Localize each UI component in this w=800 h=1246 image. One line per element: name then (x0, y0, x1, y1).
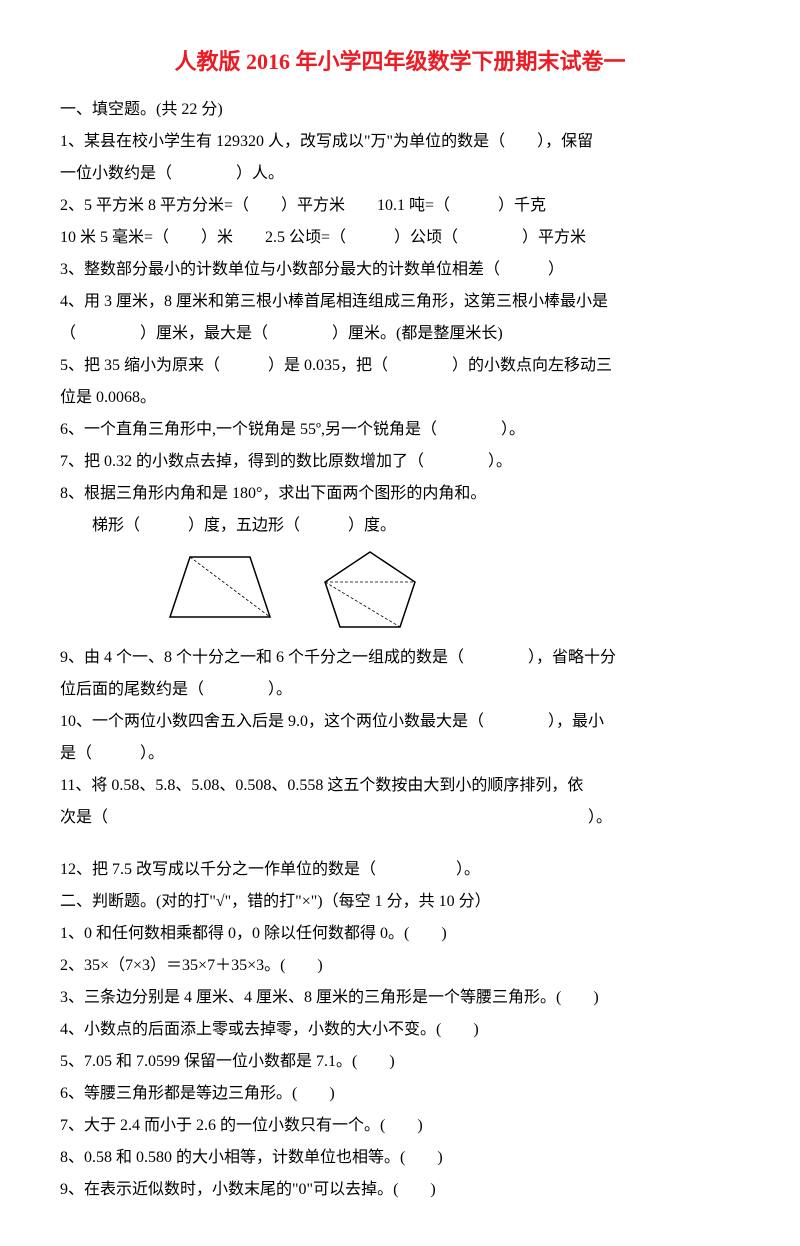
question-5-line1: 5、把 35 缩小为原来（ ）是 0.035，把（ ）的小数点向左移动三 (60, 350, 740, 382)
question-6: 6、一个直角三角形中,一个锐角是 55º,另一个锐角是（ ）。 (60, 414, 740, 446)
question-9-line2: 位后面的尾数约是（ ）。 (60, 674, 740, 706)
judge-2: 2、35×（7×3）＝35×7＋35×3。( ) (60, 950, 740, 982)
question-5-line2: 位是 0.0068。 (60, 382, 740, 414)
question-8-line2: 梯形（ ）度，五边形（ ）度。 (60, 510, 740, 542)
question-2-line1: 2、5 平方米 8 平方分米=（ ）平方米 10.1 吨=（ ）千克 (60, 190, 740, 222)
spacer (60, 834, 740, 854)
question-4-line2: （ ）厘米，最大是（ ）厘米。(都是整厘米长) (60, 318, 740, 350)
judge-7: 7、大于 2.4 而小于 2.6 的一位小数只有一个。( ) (60, 1110, 740, 1142)
judge-9: 9、在表示近似数时，小数末尾的"0"可以去掉。( ) (60, 1174, 740, 1206)
question-1-line1: 1、某县在校小学生有 129320 人，改写成以"万"为单位的数是（ ），保留 (60, 126, 740, 158)
question-2-line2: 10 米 5 毫米=（ ）米 2.5 公顷=（ ）公顷（ ）平方米 (60, 222, 740, 254)
question-1-line2: 一位小数约是（ ）人。 (60, 158, 740, 190)
judge-3: 3、三条边分别是 4 厘米、4 厘米、8 厘米的三角形是一个等腰三角形。( ) (60, 982, 740, 1014)
shapes-container (160, 547, 740, 637)
question-10-line2: 是（ ）。 (60, 738, 740, 770)
question-11-line2: 次是（ ）。 (60, 802, 740, 834)
trapezoid-shape (160, 547, 280, 627)
pentagon-shape (320, 547, 420, 637)
question-3: 3、整数部分最小的计数单位与小数部分最大的计数单位相差（ ） (60, 254, 740, 286)
judge-1: 1、0 和任何数相乘都得 0，0 除以任何数都得 0。( ) (60, 918, 740, 950)
page-title: 人教版 2016 年小学四年级数学下册期末试卷一 (60, 40, 740, 84)
question-8-line1: 8、根据三角形内角和是 180°，求出下面两个图形的内角和。 (60, 478, 740, 510)
question-10-line1: 10、一个两位小数四舍五入后是 9.0，这个两位小数最大是（ ），最小 (60, 706, 740, 738)
judge-8: 8、0.58 和 0.580 的大小相等，计数单位也相等。( ) (60, 1142, 740, 1174)
document-page: 人教版 2016 年小学四年级数学下册期末试卷一 一、填空题。(共 22 分) … (0, 0, 800, 1246)
judge-4: 4、小数点的后面添上零或去掉零，小数的大小不变。( ) (60, 1014, 740, 1046)
section-2-header: 二、判断题。(对的打"√"，错的打"×")（每空 1 分，共 10 分） (60, 886, 740, 918)
judge-6: 6、等腰三角形都是等边三角形。( ) (60, 1078, 740, 1110)
question-12: 12、把 7.5 改写成以千分之一作单位的数是（ ）。 (60, 854, 740, 886)
judge-5: 5、7.05 和 7.0599 保留一位小数都是 7.1。( ) (60, 1046, 740, 1078)
section-1-header: 一、填空题。(共 22 分) (60, 94, 740, 126)
question-7: 7、把 0.32 的小数点去掉，得到的数比原数增加了（ ）。 (60, 446, 740, 478)
question-4-line1: 4、用 3 厘米，8 厘米和第三根小棒首尾相连组成三角形，这第三根小棒最小是 (60, 286, 740, 318)
question-11-line1: 11、将 0.58、5.8、5.08、0.508、0.558 这五个数按由大到小… (60, 770, 740, 802)
question-9-line1: 9、由 4 个一、8 个十分之一和 6 个千分之一组成的数是（ ），省略十分 (60, 642, 740, 674)
